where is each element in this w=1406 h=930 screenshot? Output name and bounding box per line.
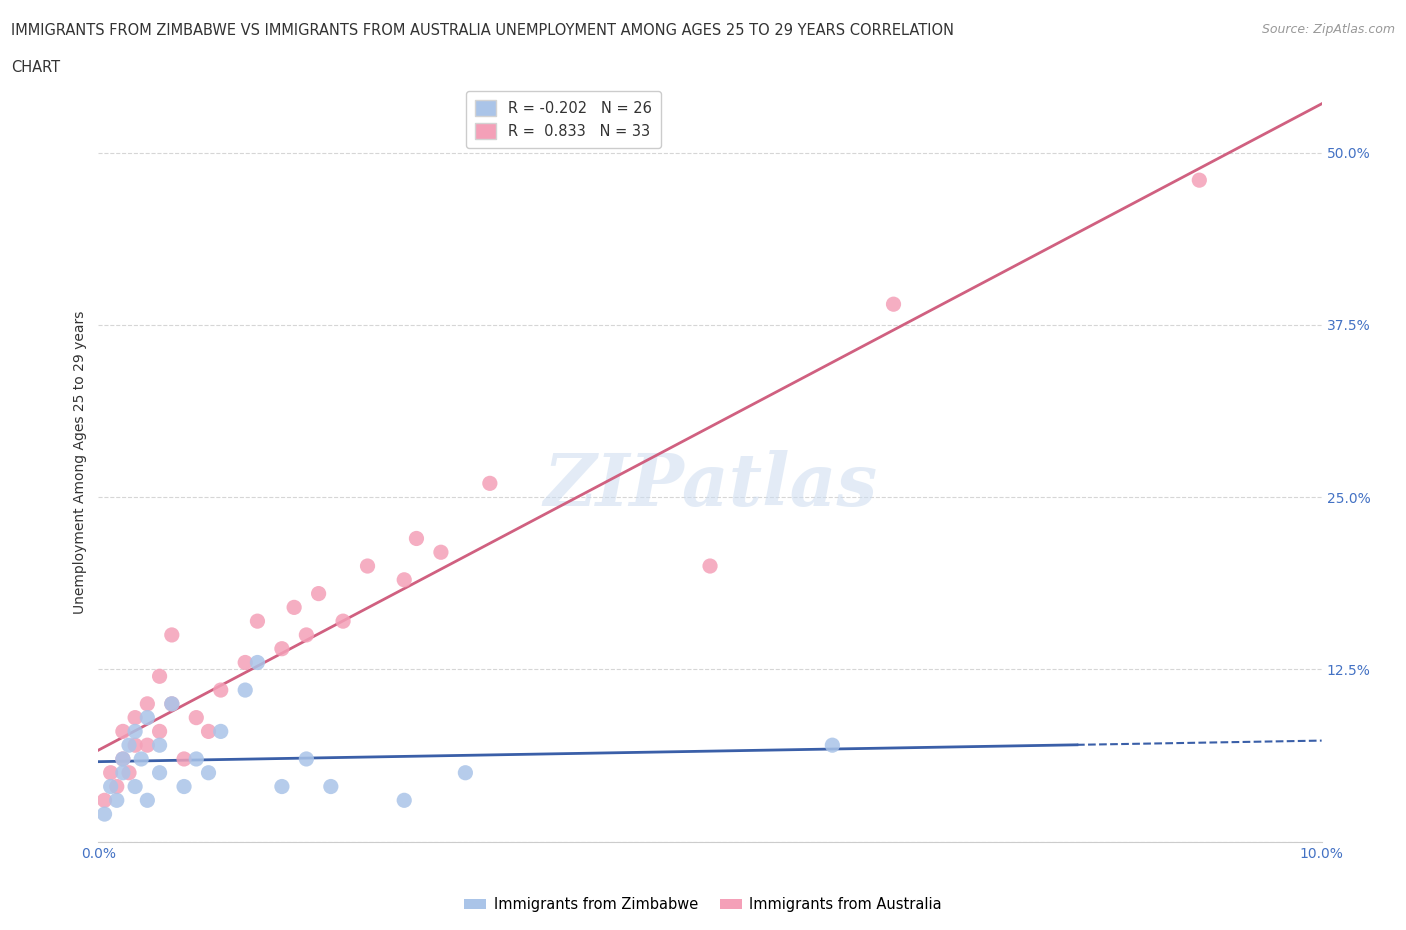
Point bbox=[295, 628, 318, 643]
Point bbox=[270, 779, 292, 794]
Point bbox=[111, 751, 134, 766]
Point bbox=[392, 572, 416, 587]
Point bbox=[105, 793, 128, 808]
Point bbox=[160, 697, 183, 711]
Point bbox=[209, 683, 232, 698]
Point bbox=[118, 737, 141, 752]
Point bbox=[699, 559, 721, 574]
Point bbox=[186, 751, 208, 766]
Point bbox=[136, 711, 159, 725]
Point bbox=[136, 697, 159, 711]
Point bbox=[111, 724, 134, 738]
Point bbox=[295, 751, 318, 766]
Y-axis label: Unemployment Among Ages 25 to 29 years: Unemployment Among Ages 25 to 29 years bbox=[73, 311, 87, 615]
Point bbox=[93, 793, 115, 808]
Text: Source: ZipAtlas.com: Source: ZipAtlas.com bbox=[1261, 23, 1395, 36]
Point bbox=[478, 476, 501, 491]
Point bbox=[392, 793, 416, 808]
Text: IMMIGRANTS FROM ZIMBABWE VS IMMIGRANTS FROM AUSTRALIA UNEMPLOYMENT AMONG AGES 25: IMMIGRANTS FROM ZIMBABWE VS IMMIGRANTS F… bbox=[11, 23, 955, 38]
Point bbox=[319, 779, 342, 794]
Point bbox=[197, 765, 219, 780]
Point bbox=[270, 642, 292, 657]
Point bbox=[332, 614, 354, 629]
Point bbox=[883, 297, 905, 312]
Point bbox=[149, 724, 172, 738]
Point bbox=[149, 765, 172, 780]
Point bbox=[173, 751, 195, 766]
Point bbox=[821, 737, 844, 752]
Point bbox=[136, 793, 159, 808]
Point bbox=[283, 600, 305, 615]
Point bbox=[129, 751, 152, 766]
Legend: R = -0.202   N = 26, R =  0.833   N = 33: R = -0.202 N = 26, R = 0.833 N = 33 bbox=[465, 91, 661, 148]
Point bbox=[160, 697, 183, 711]
Point bbox=[233, 683, 256, 698]
Point bbox=[124, 779, 146, 794]
Point bbox=[160, 628, 183, 643]
Point bbox=[186, 711, 208, 725]
Point bbox=[209, 724, 232, 738]
Point bbox=[100, 765, 122, 780]
Point bbox=[93, 806, 115, 821]
Point bbox=[405, 531, 427, 546]
Point bbox=[233, 655, 256, 670]
Point bbox=[136, 737, 159, 752]
Point bbox=[454, 765, 477, 780]
Point bbox=[100, 779, 122, 794]
Point bbox=[356, 559, 378, 574]
Point bbox=[1188, 173, 1211, 188]
Point bbox=[308, 586, 330, 601]
Point bbox=[124, 724, 146, 738]
Point bbox=[124, 737, 146, 752]
Point bbox=[124, 711, 146, 725]
Point bbox=[111, 765, 134, 780]
Point bbox=[173, 779, 195, 794]
Text: CHART: CHART bbox=[11, 60, 60, 75]
Point bbox=[430, 545, 453, 560]
Point bbox=[149, 669, 172, 684]
Point bbox=[111, 751, 134, 766]
Point bbox=[246, 655, 269, 670]
Point bbox=[149, 737, 172, 752]
Point bbox=[197, 724, 219, 738]
Point bbox=[105, 779, 128, 794]
Legend: Immigrants from Zimbabwe, Immigrants from Australia: Immigrants from Zimbabwe, Immigrants fro… bbox=[458, 891, 948, 918]
Text: ZIPatlas: ZIPatlas bbox=[543, 450, 877, 521]
Point bbox=[118, 765, 141, 780]
Point bbox=[246, 614, 269, 629]
